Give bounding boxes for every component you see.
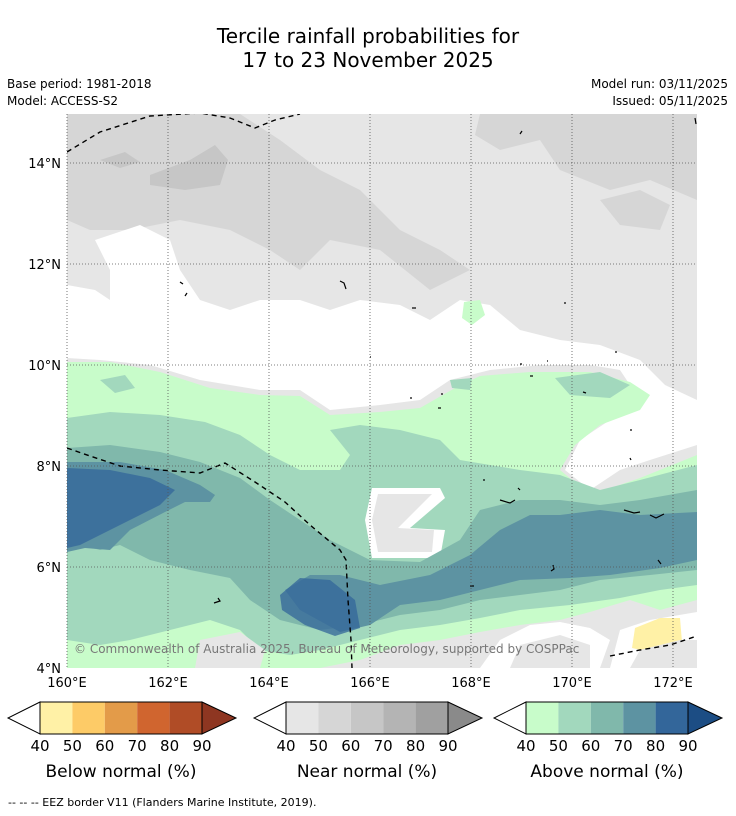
colorbar-below-swatch-2: [72, 702, 105, 734]
colorbar-near-swatch-1: [286, 702, 319, 734]
islands: [179, 117, 697, 604]
eez-footnote: -- -- -- EEZ border V11 (Flanders Marine…: [8, 796, 317, 809]
colorbar-above-swatch-2: [558, 702, 591, 734]
lat-label-14n: 14°N: [28, 157, 61, 172]
colorbar-near-tick-70: 70: [374, 737, 393, 755]
colorbar-above-title: Above normal (%): [530, 762, 684, 782]
model-name: Model: ACCESS-S2: [7, 94, 119, 108]
colorbar-above-low-arrow: [492, 701, 527, 735]
colorbar-above-tick-40: 40: [516, 737, 535, 755]
colorbar-above-tick-50: 50: [549, 737, 568, 755]
colorbar-near-tick-60: 60: [341, 737, 360, 755]
colorbar-above-swatch-4: [623, 702, 656, 734]
colorbar-below-tick-60: 60: [95, 737, 114, 755]
colorbar-below-tick-50: 50: [63, 737, 82, 755]
above-normal-50-patch-2: [555, 372, 630, 398]
near-normal-50-central: [67, 114, 470, 290]
colorbar-near: 40 50 60 70 80 90: [252, 701, 484, 755]
near-normal-centre-patch: [372, 494, 434, 552]
base-period: Base period: 1981-2018: [7, 77, 152, 91]
colorbar-near-swatch-4: [383, 702, 416, 734]
colorbar-above-swatch-5: [655, 702, 688, 734]
colorbar-below-swatch-1: [40, 702, 73, 734]
eez-borders: [67, 114, 697, 668]
copyright-text: © Commonwealth of Australia 2025, Bureau…: [74, 642, 579, 656]
colorbar-above: 40 50 60 70 80 90: [492, 701, 724, 755]
colorbar-near-swatch-5: [415, 702, 448, 734]
title-line-2: 17 to 23 November 2025: [242, 48, 494, 72]
colorbar-above-high-arrow: [687, 701, 724, 735]
colorbar-below-tick-90: 90: [192, 737, 211, 755]
no-dominant-band-north: [67, 225, 697, 490]
near-normal-south-west: [195, 632, 265, 668]
lat-label-12n: 12°N: [28, 258, 61, 273]
lon-label-160e: 160°E: [47, 676, 87, 691]
lon-label-166e: 166°E: [350, 676, 390, 691]
colorbar-below-high-arrow: [201, 701, 238, 735]
model-run: Model run: 03/11/2025: [590, 77, 728, 91]
lat-label-4n: 4°N: [37, 662, 62, 677]
above-normal-50-patch-1: [100, 375, 135, 393]
colorbar-near-swatch-3: [350, 702, 384, 734]
probability-map: [67, 114, 697, 668]
lon-label-170e: 170°E: [552, 676, 592, 691]
colorbar-above-tick-80: 80: [646, 737, 665, 755]
lon-label-168e: 168°E: [451, 676, 491, 691]
colorbar-near-tick-90: 90: [438, 737, 457, 755]
lon-label-164e: 164°E: [249, 676, 289, 691]
colorbar-near-tick-80: 80: [406, 737, 425, 755]
axis-labels: 14°N 12°N 10°N 8°N 6°N 4°N 160°E 162°E 1…: [28, 157, 693, 691]
near-normal-south: [510, 635, 590, 668]
colorbar-near-tick-50: 50: [309, 737, 328, 755]
colorbar-below-low-arrow: [6, 701, 41, 735]
colorbar-near-swatch-2: [318, 702, 351, 734]
colorbar-below-swatch-5: [169, 702, 202, 734]
colorbar-above-swatch-1: [526, 702, 559, 734]
near-normal-60-patch-2: [100, 152, 140, 168]
issued-date: Issued: 05/11/2025: [612, 94, 728, 108]
colorbar-near-title: Near normal (%): [296, 762, 438, 782]
above-normal-80-central: [280, 578, 360, 636]
lon-label-172e: 172°E: [653, 676, 693, 691]
graticule: [66, 114, 697, 668]
colorbar-below-tick-80: 80: [160, 737, 179, 755]
near-normal-60-patch-1: [150, 145, 228, 190]
colorbar-below-swatch-4: [137, 702, 170, 734]
near-normal-50-north: [67, 114, 697, 200]
colorbar-below-tick-40: 40: [30, 737, 49, 755]
above-normal-50-patch-3: [450, 378, 472, 390]
colorbar-above-tick-90: 90: [678, 737, 697, 755]
near-normal-50-patch-3: [600, 190, 670, 230]
colorbar-below-tick-70: 70: [128, 737, 147, 755]
colorbar-near-tick-40: 40: [276, 737, 295, 755]
above-normal-70-central: [285, 510, 697, 632]
lat-label-10n: 10°N: [28, 359, 61, 374]
colorbar-below: 40 50 60 70 80 90: [6, 701, 238, 755]
colorbar-below-swatch-3: [104, 702, 138, 734]
above-normal-80-west: [67, 468, 175, 548]
lat-label-6n: 6°N: [37, 561, 62, 576]
colorbar-above-tick-60: 60: [581, 737, 600, 755]
lat-label-8n: 8°N: [37, 460, 62, 475]
colorbar-above-swatch-3: [590, 702, 624, 734]
colorbar-near-high-arrow: [447, 701, 484, 735]
colorbar-below-title: Below normal (%): [45, 762, 197, 782]
above-normal-60-area: [67, 445, 697, 630]
colorbar-above-tick-70: 70: [614, 737, 633, 755]
title-line-1: Tercile rainfall probabilities for: [216, 24, 520, 48]
above-normal-40-islet: [462, 300, 485, 325]
lon-label-162e: 162°E: [148, 676, 188, 691]
colorbar-near-low-arrow: [252, 701, 287, 735]
near-normal-south-east: [630, 640, 697, 668]
